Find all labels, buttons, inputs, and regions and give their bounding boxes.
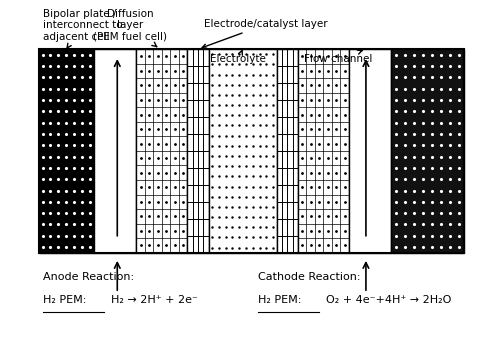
Bar [391, 49, 464, 253]
Bar [136, 49, 187, 253]
Text: Diffusion
layer
(PEM fuel cell): Diffusion layer (PEM fuel cell) [93, 9, 167, 47]
Text: H₂ → 2H⁺ + 2e⁻: H₂ → 2H⁺ + 2e⁻ [104, 295, 198, 305]
Text: Bipolar plate /
interconnect to
adjacent cell: Bipolar plate / interconnect to adjacent… [43, 9, 123, 48]
Bar [187, 49, 209, 253]
Text: Flow channel: Flow channel [304, 50, 372, 64]
Text: H₂ PEM:: H₂ PEM: [43, 295, 87, 305]
Text: H₂ PEM:: H₂ PEM: [258, 295, 302, 305]
Bar [298, 49, 349, 253]
Text: Cathode Reaction:: Cathode Reaction: [258, 272, 361, 282]
Bar [39, 49, 464, 253]
Text: Electrolyte: Electrolyte [211, 51, 266, 64]
Bar [209, 49, 277, 253]
Bar [94, 49, 136, 253]
Text: Anode Reaction:: Anode Reaction: [43, 272, 135, 282]
Text: O₂ + 4e⁻+4H⁺ → 2H₂O: O₂ + 4e⁻+4H⁺ → 2H₂O [319, 295, 451, 305]
Bar [349, 49, 391, 253]
Bar [277, 49, 298, 253]
Text: Electrode/catalyst layer: Electrode/catalyst layer [202, 19, 328, 48]
Bar [39, 49, 94, 253]
